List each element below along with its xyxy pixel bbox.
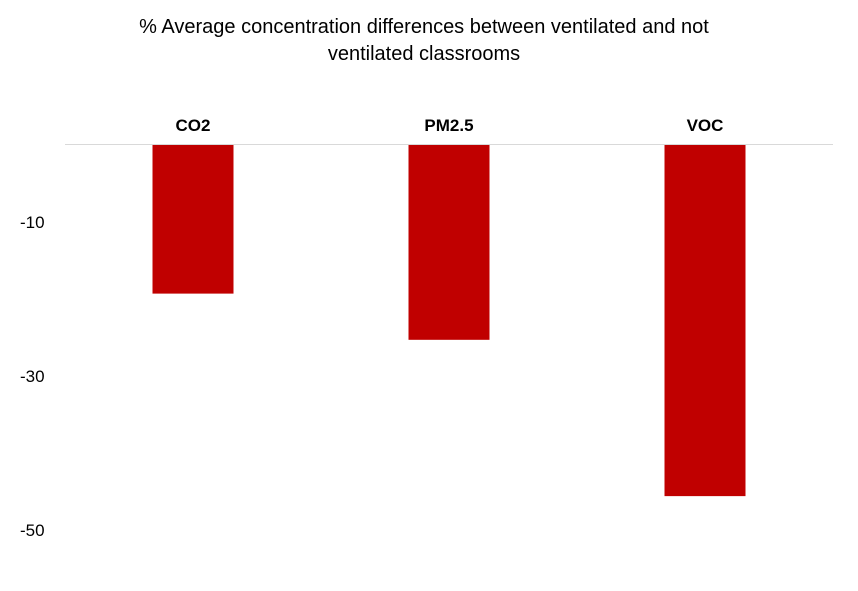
chart-title-line-1: % Average concentration differences betw… (139, 16, 709, 38)
bar-pm25 (408, 145, 490, 340)
y-tick-label: -10 (20, 213, 45, 232)
chart-title-line-2: ventilated classrooms (328, 43, 520, 65)
category-label-pm25: PM2.5 (424, 116, 473, 135)
bar-co2 (152, 145, 234, 294)
category-label-co2: CO2 (176, 116, 211, 135)
category-label-voc: VOC (687, 116, 724, 135)
y-axis-tick-labels: -10 -30 -50 (20, 213, 45, 540)
y-tick-label: -30 (20, 367, 45, 386)
y-tick-label: -50 (20, 521, 45, 540)
category-labels: CO2 PM2.5 VOC (176, 116, 724, 135)
bars-group (152, 145, 746, 497)
bar-voc (664, 145, 746, 497)
